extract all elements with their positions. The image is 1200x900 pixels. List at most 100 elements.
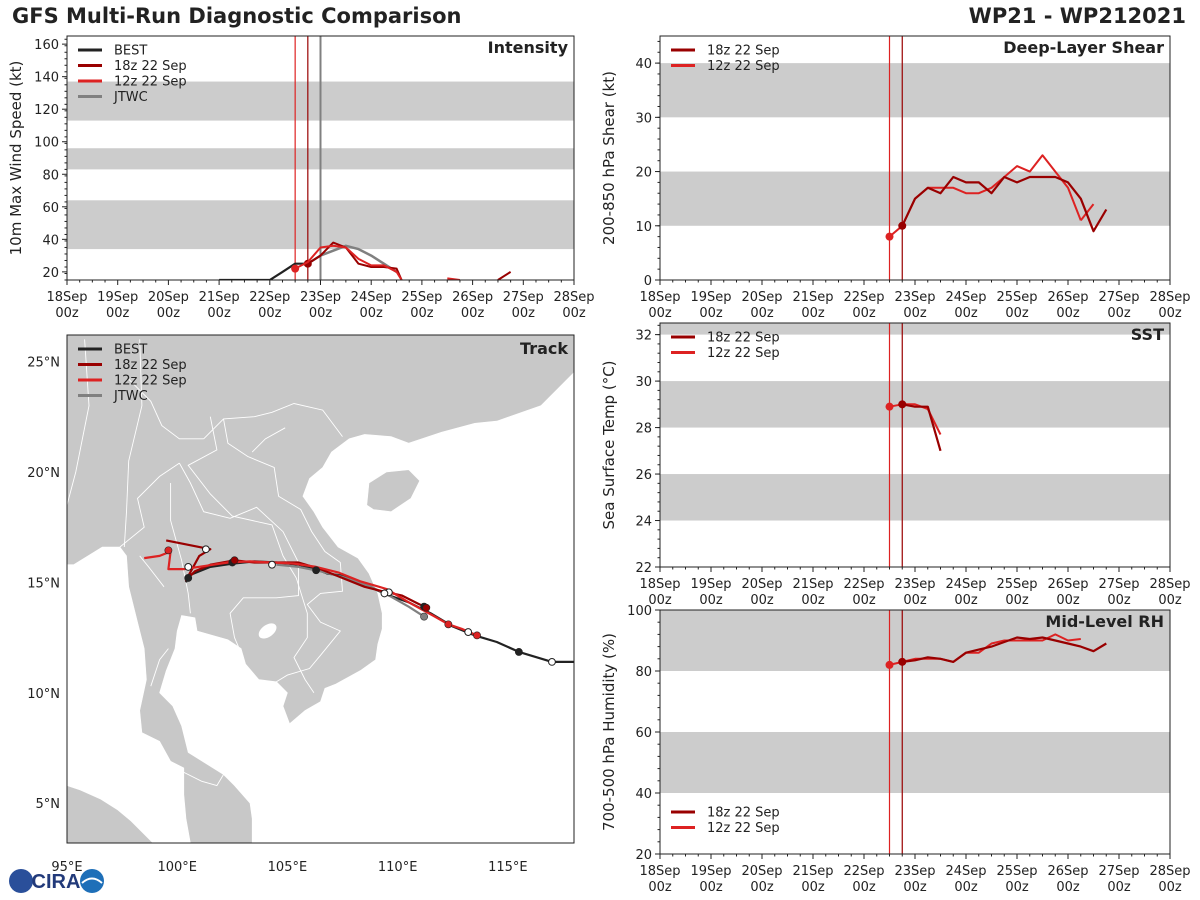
- river-line: [123, 339, 143, 548]
- land-mass: [67, 785, 154, 843]
- x-tick-label: 00z: [699, 880, 723, 895]
- plot-area: [660, 36, 1170, 280]
- x-tick-label: 24Sep: [945, 577, 986, 592]
- y-tick-label: 120: [34, 103, 59, 118]
- x-tick-label: 00z: [157, 306, 181, 321]
- x-tick-label: 00z: [562, 306, 586, 321]
- series-line: [294, 244, 403, 280]
- track-point-12z: [464, 628, 473, 636]
- x-tick-label: 25Sep: [996, 577, 1037, 592]
- y-tick-label: 40: [42, 233, 59, 248]
- x-tick-label: 22Sep: [249, 290, 290, 305]
- track-point-12z: [548, 657, 556, 666]
- y-tick-label: 0: [644, 274, 652, 289]
- x-tick-label: 23Sep: [894, 290, 935, 305]
- x-tick-label: 21Sep: [792, 290, 833, 305]
- x-tick-label: 00z: [309, 306, 333, 321]
- legend-label: BEST: [114, 343, 147, 358]
- track-point-00z: [312, 566, 320, 575]
- x-tick-label: 00z: [410, 306, 434, 321]
- y-tick-label: 20: [635, 848, 652, 863]
- legend-label: 18z 22 Sep: [707, 806, 780, 821]
- country-border: [139, 555, 165, 588]
- y-tick-label: 24: [635, 515, 652, 530]
- x-tick-label: 00z: [461, 306, 485, 321]
- y-tick-label: 100: [627, 604, 652, 619]
- panel-title: Deep-Layer Shear: [1003, 38, 1164, 57]
- x-tick-label: 00z: [699, 306, 723, 321]
- x-tick-label: 26Sep: [1047, 864, 1088, 879]
- x-tick-label: 27Sep: [1098, 864, 1139, 879]
- x-tick-label: 00z: [648, 306, 672, 321]
- lat-tick-label: 5°N: [36, 797, 61, 812]
- country-border: [251, 427, 286, 453]
- x-tick-label: 26Sep: [452, 290, 493, 305]
- x-tick-label: 23Sep: [300, 290, 341, 305]
- series-start-point: [885, 660, 894, 669]
- x-tick-label: 00z: [954, 306, 978, 321]
- y-tick-label: 40: [635, 57, 652, 72]
- lat-tick-label: 10°N: [27, 687, 60, 702]
- lon-tick-label: 115°E: [488, 860, 528, 875]
- panel-shear: 18Sep00z19Sep00z20Sep00z21Sep00z22Sep00z…: [600, 35, 1191, 321]
- y-tick-label: 60: [42, 201, 59, 216]
- series-line: [902, 403, 942, 452]
- x-tick-label: 25Sep: [996, 864, 1037, 879]
- y-axis-label: Sea Surface Temp (°C): [600, 360, 618, 529]
- x-tick-label: 20Sep: [741, 290, 782, 305]
- legend-label: 12z 22 Sep: [707, 346, 780, 361]
- track-point-00z: [184, 574, 193, 582]
- track-line: [276, 563, 425, 618]
- x-tick-label: 00z: [801, 880, 825, 895]
- shade-band: [660, 732, 1170, 793]
- y-tick-label: 20: [42, 266, 59, 281]
- shade-band: [660, 474, 1170, 521]
- plot-area: [660, 610, 1170, 854]
- track-point-12z: [201, 545, 210, 554]
- x-tick-label: 28Sep: [1149, 864, 1190, 879]
- x-tick-label: 00z: [954, 880, 978, 895]
- lat-tick-label: 20°N: [27, 466, 60, 481]
- y-tick-label: 40: [635, 787, 652, 802]
- y-tick-label: 30: [635, 111, 652, 126]
- track-point-00z: [422, 603, 431, 612]
- cira-logo: CIRA: [6, 866, 106, 896]
- x-tick-label: 00z: [1158, 306, 1182, 321]
- x-tick-label: 00z: [648, 593, 672, 608]
- x-tick-label: 24Sep: [945, 290, 986, 305]
- x-tick-label: 24Sep: [945, 864, 986, 879]
- x-tick-label: 20Sep: [741, 864, 782, 879]
- track-point-00z: [514, 648, 523, 656]
- panel-title: SST: [1131, 325, 1164, 344]
- x-tick-label: 00z: [1107, 880, 1131, 895]
- series-start-point: [885, 232, 894, 241]
- series-start-point: [898, 221, 907, 230]
- panel-intensity: 18Sep00z19Sep00z20Sep00z21Sep00z22Sep00z…: [7, 35, 595, 321]
- x-tick-label: 18Sep: [639, 864, 680, 879]
- cira-logo-mark: CIRA: [9, 869, 104, 893]
- x-tick-label: 00z: [801, 593, 825, 608]
- x-tick-label: 20Sep: [148, 290, 189, 305]
- series-line: [902, 636, 1107, 664]
- track-point-00z: [444, 620, 453, 629]
- logo-seal-icon: [80, 869, 104, 893]
- x-tick-label: 00z: [1056, 880, 1080, 895]
- track-point-00z: [230, 556, 239, 565]
- x-tick-label: 00z: [1158, 880, 1182, 895]
- series-start-point: [303, 259, 312, 268]
- lon-tick-label: 105°E: [268, 860, 308, 875]
- x-tick-label: 00z: [1005, 593, 1029, 608]
- land-mass: [366, 469, 421, 513]
- x-tick-label: 00z: [360, 306, 384, 321]
- x-tick-label: 00z: [55, 306, 79, 321]
- plot-area: [67, 36, 574, 280]
- x-tick-label: 00z: [750, 880, 774, 895]
- y-tick-label: 160: [34, 38, 59, 53]
- x-tick-label: 21Sep: [199, 290, 240, 305]
- y-tick-label: 20: [635, 166, 652, 181]
- y-axis-label: 10m Max Wind Speed (kt): [7, 61, 25, 256]
- legend-label: 12z 22 Sep: [114, 374, 187, 389]
- y-tick-label: 30: [635, 375, 652, 390]
- country-border: [150, 648, 169, 687]
